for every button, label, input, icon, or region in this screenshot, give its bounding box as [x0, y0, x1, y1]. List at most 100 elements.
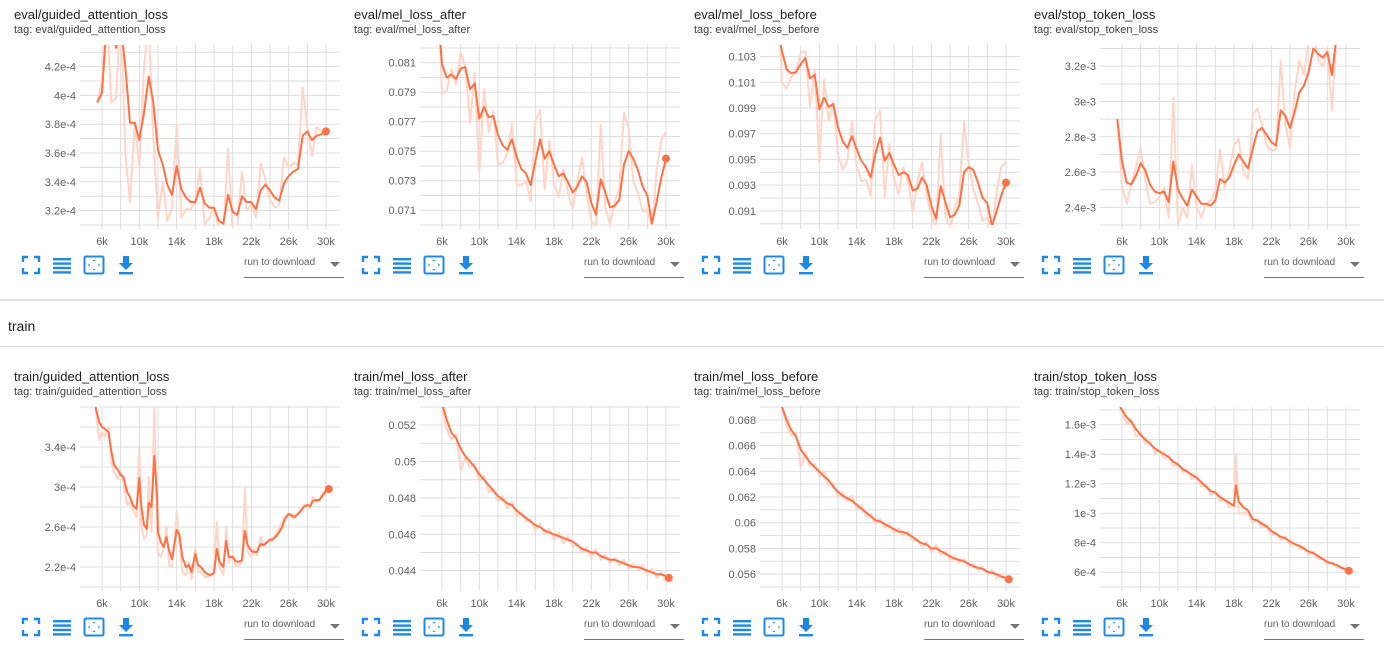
section-title: train: [8, 318, 36, 334]
run-to-download-select[interactable]: run to download: [924, 616, 1024, 640]
chart-toolbar: run to download: [1020, 250, 1364, 280]
chart-grid: [1100, 45, 1360, 229]
download-icon[interactable]: [795, 616, 817, 638]
last-point-marker: [1344, 566, 1353, 575]
toggle-log-scale-icon[interactable]: [391, 254, 413, 276]
download-icon[interactable]: [795, 254, 817, 276]
toggle-log-scale-icon[interactable]: [1071, 254, 1093, 276]
run-select-label: run to download: [244, 619, 316, 630]
run-to-download-select[interactable]: run to download: [1264, 616, 1364, 640]
y-tick-label: 0.095: [728, 154, 756, 166]
x-tick-label: 6k: [436, 598, 448, 610]
run-to-download-select[interactable]: run to download: [584, 254, 684, 278]
y-tick-label: 0.101: [728, 77, 756, 89]
x-tick-label: 22k: [922, 598, 940, 610]
series-smoothed: [94, 407, 330, 576]
toggle-log-scale-icon[interactable]: [51, 616, 73, 638]
chart-title: eval/mel_loss_after: [354, 7, 466, 22]
fit-domain-icon[interactable]: [83, 616, 105, 638]
fullscreen-icon[interactable]: [700, 616, 722, 638]
x-tick-label: 14k: [168, 236, 186, 248]
chart-tag: tag: train/mel_loss_before: [694, 386, 821, 398]
y-tick-label: 0.062: [728, 492, 756, 504]
run-to-download-select[interactable]: run to download: [244, 616, 344, 640]
download-icon[interactable]: [455, 254, 477, 276]
x-tick-label: 18k: [205, 598, 223, 610]
chart-plot[interactable]: 2.2e-4 2.6e-4 3e-4 3.4e-4 6k 10k 14k 18k 22k 26k 3…: [0, 362, 340, 622]
x-tick-label: 18k: [1225, 598, 1243, 610]
fit-domain-icon[interactable]: [763, 254, 785, 276]
x-tick-label: 30k: [317, 236, 335, 248]
toggle-log-scale-icon[interactable]: [391, 616, 413, 638]
y-tick-label: 0.071: [388, 205, 416, 217]
fullscreen-icon[interactable]: [20, 254, 42, 276]
series-smoothed: [96, 45, 327, 225]
chart-toolbar: run to download: [0, 250, 344, 280]
download-icon[interactable]: [115, 254, 137, 276]
toggle-log-scale-icon[interactable]: [1071, 616, 1093, 638]
chart-plot[interactable]: 0.071 0.073 0.075 0.077 0.079 0.081 6k 10k 14k 18…: [340, 0, 680, 260]
last-point-marker: [664, 573, 673, 582]
chart-plot[interactable]: 3.2e-4 3.4e-4 3.6e-4 3.8e-4 4e-4 4.2e-4 6k 10k 1…: [0, 0, 340, 260]
toggle-log-scale-icon[interactable]: [731, 254, 753, 276]
fit-domain-icon[interactable]: [423, 254, 445, 276]
x-tick-label: 26k: [1300, 598, 1318, 610]
run-to-download-select[interactable]: run to download: [1264, 254, 1364, 278]
series-raw: [94, 407, 330, 580]
chart-plot[interactable]: 0.056 0.058 0.06 0.062 0.064 0.066 0.068 6k 10k 1…: [680, 362, 1020, 622]
y-tick-label: 0.091: [728, 206, 756, 218]
x-tick-label: 26k: [960, 598, 978, 610]
fullscreen-icon[interactable]: [700, 254, 722, 276]
series-smoothed: [1116, 45, 1337, 207]
chart-title: eval/guided_attention_loss: [14, 7, 168, 22]
y-tick-label: 0.046: [388, 529, 416, 541]
x-tick-label: 10k: [130, 236, 148, 248]
x-tick-label: 14k: [508, 598, 526, 610]
y-tick-label: 3e-4: [54, 482, 76, 494]
toggle-log-scale-icon[interactable]: [51, 254, 73, 276]
x-tick-label: 6k: [1116, 598, 1128, 610]
fit-domain-icon[interactable]: [423, 616, 445, 638]
download-icon[interactable]: [115, 616, 137, 638]
last-point-marker: [324, 485, 333, 493]
fullscreen-icon[interactable]: [1040, 616, 1062, 638]
fullscreen-icon[interactable]: [360, 616, 382, 638]
chart-grid: [1100, 407, 1360, 591]
download-icon[interactable]: [1135, 616, 1157, 638]
chart-plot[interactable]: 2.4e-3 2.6e-3 2.8e-3 3e-3 3.2e-3 6k 10k 14k 18k 2…: [1020, 0, 1360, 260]
section-header-train[interactable]: train: [0, 301, 1384, 346]
fit-domain-icon[interactable]: [1103, 616, 1125, 638]
chart-tag: tag: train/guided_attention_loss: [14, 386, 167, 398]
run-to-download-select[interactable]: run to download: [584, 616, 684, 640]
fullscreen-icon[interactable]: [1040, 254, 1062, 276]
chart-plot[interactable]: 6e-4 8e-4 1e-3 1.2e-3 1.4e-3 1.6e-3 6k 10k 14k 18…: [1020, 362, 1360, 622]
x-tick-label: 30k: [997, 598, 1015, 610]
fit-domain-icon[interactable]: [763, 616, 785, 638]
fullscreen-icon[interactable]: [360, 254, 382, 276]
download-icon[interactable]: [455, 616, 477, 638]
y-tick-label: 0.077: [388, 117, 416, 129]
y-tick-label: 0.056: [728, 569, 756, 581]
y-tick-label: 0.064: [728, 466, 756, 478]
chart-card-eval-stop-token-loss: eval/stop_token_loss tag: eval/stop_toke…: [1020, 0, 1364, 290]
chevron-down-icon: [670, 624, 680, 629]
fullscreen-icon[interactable]: [20, 616, 42, 638]
run-to-download-select[interactable]: run to download: [244, 254, 344, 278]
y-tick-label: 0.05: [395, 457, 416, 469]
x-tick-label: 22k: [1262, 236, 1280, 248]
download-icon[interactable]: [1135, 254, 1157, 276]
series-raw: [779, 45, 1007, 225]
train-charts-row: train/guided_attention_loss tag: train/g…: [0, 362, 1384, 652]
run-to-download-select[interactable]: run to download: [924, 254, 1024, 278]
fit-domain-icon[interactable]: [1103, 254, 1125, 276]
fit-domain-icon[interactable]: [83, 254, 105, 276]
x-tick-label: 30k: [1337, 598, 1355, 610]
chart-plot[interactable]: 0.091 0.093 0.095 0.097 0.099 0.101 0.103 6k 10k…: [680, 0, 1020, 260]
chart-tag: tag: eval/mel_loss_before: [694, 24, 820, 36]
toggle-log-scale-icon[interactable]: [731, 616, 753, 638]
run-select-label: run to download: [924, 257, 996, 268]
chart-plot[interactable]: 0.044 0.046 0.048 0.05 0.052 6k 10k 14k 18k 22k 26…: [340, 362, 680, 622]
y-tick-label: 2.2e-4: [45, 562, 76, 574]
chart-toolbar: run to download: [0, 612, 344, 642]
y-tick-label: 6e-4: [1074, 567, 1096, 579]
